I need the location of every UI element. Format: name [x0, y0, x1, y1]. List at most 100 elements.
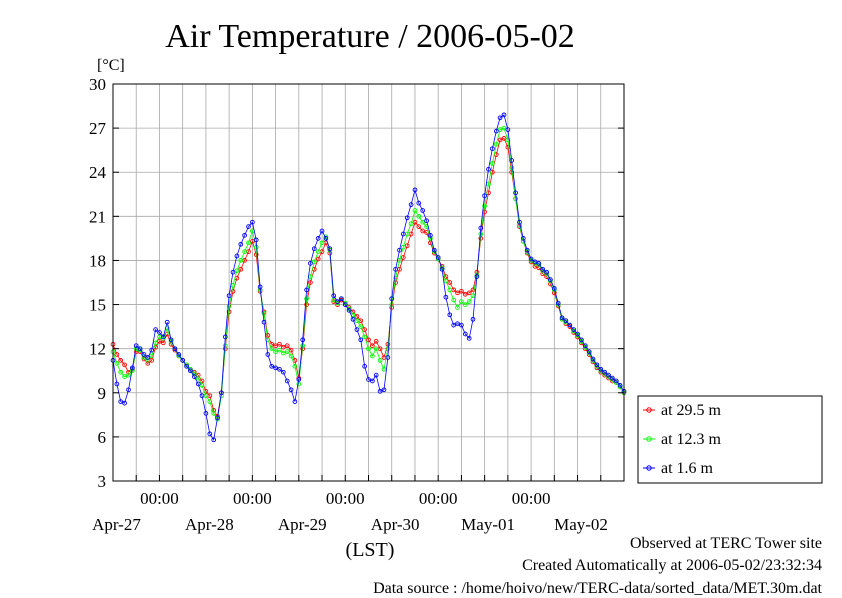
data-point — [273, 349, 278, 354]
data-point — [226, 293, 232, 299]
data-point — [122, 362, 127, 368]
data-point — [211, 411, 217, 416]
data-point — [273, 365, 278, 371]
data-point — [277, 347, 282, 353]
y-tick-label: 27 — [89, 119, 107, 138]
data-point — [222, 343, 228, 349]
data-point — [579, 337, 584, 343]
data-point — [420, 208, 426, 213]
data-point — [126, 369, 131, 375]
data-point — [261, 319, 267, 325]
data-point — [122, 400, 127, 406]
data-point — [416, 200, 422, 206]
data-point — [362, 334, 367, 340]
data-point — [470, 316, 476, 322]
data-point — [389, 296, 395, 302]
data-point — [439, 266, 445, 272]
data-point — [373, 346, 379, 352]
grid — [113, 84, 624, 481]
series-line — [112, 114, 625, 441]
data-point — [157, 338, 162, 344]
data-point — [280, 344, 286, 350]
data-point — [207, 431, 213, 437]
y-tick-label: 21 — [89, 207, 106, 226]
chart-title: Air Temperature / 2006-05-02 — [165, 18, 575, 55]
data-point — [513, 190, 518, 196]
y-tick-label: 12 — [89, 340, 106, 359]
data-point — [563, 318, 569, 324]
data-point — [296, 377, 302, 382]
data-point — [358, 324, 364, 329]
data-point — [199, 383, 205, 388]
data-point — [199, 393, 205, 399]
data-point — [497, 127, 503, 132]
legend-box — [637, 395, 823, 484]
data-point — [501, 112, 507, 118]
data-point — [215, 415, 220, 421]
data-point — [261, 311, 267, 316]
data-point — [540, 266, 546, 272]
data-point — [455, 305, 460, 310]
data-point — [114, 352, 120, 357]
data-point — [455, 290, 460, 296]
data-point — [350, 316, 356, 322]
data-point — [451, 322, 457, 328]
data-point — [544, 269, 549, 275]
data-point — [172, 346, 178, 352]
data-point — [126, 387, 131, 393]
data-point — [323, 236, 329, 241]
data-point — [168, 337, 174, 343]
data-point — [447, 280, 453, 285]
data-point — [486, 166, 491, 172]
data-point — [250, 219, 255, 225]
data-point — [497, 115, 503, 121]
data-point — [466, 299, 472, 304]
data-point — [404, 243, 410, 249]
data-point — [311, 259, 317, 265]
y-tick-label: 3 — [98, 472, 107, 491]
data-point — [373, 338, 379, 344]
legend-swatch-marker — [646, 436, 652, 442]
data-point — [366, 346, 371, 352]
data-point — [443, 274, 449, 279]
data-point — [315, 256, 321, 262]
x-tick-label: 00:00 — [326, 489, 365, 508]
data-point — [153, 327, 158, 332]
data-point — [160, 334, 166, 340]
data-point — [250, 238, 255, 244]
data-point — [137, 346, 143, 352]
data-point — [118, 358, 124, 363]
data-point — [435, 255, 441, 260]
legend-label: at 29.5 m — [661, 402, 722, 419]
data-point — [230, 269, 236, 275]
data-point — [319, 240, 325, 246]
data-point — [393, 275, 398, 281]
data-point — [308, 280, 313, 285]
data-point — [246, 224, 251, 229]
data-point — [335, 299, 340, 304]
data-point — [164, 319, 170, 325]
day-label: May-01 — [461, 515, 515, 534]
data-point — [482, 193, 487, 199]
data-point — [280, 369, 286, 375]
data-point — [493, 128, 499, 134]
data-point — [358, 337, 364, 343]
data-point — [242, 249, 247, 254]
data-point — [346, 308, 352, 313]
data-point — [400, 244, 406, 250]
series-layer — [110, 112, 627, 443]
data-point — [362, 363, 367, 369]
data-point — [257, 284, 263, 290]
data-point — [114, 361, 120, 366]
data-point — [505, 137, 511, 143]
data-point — [416, 224, 422, 229]
data-point — [397, 247, 402, 253]
data-point — [400, 255, 406, 260]
data-point — [277, 341, 282, 347]
data-point — [617, 383, 623, 388]
data-point — [300, 337, 306, 343]
legend-label: at 12.3 m — [661, 431, 722, 448]
data-point — [482, 203, 487, 209]
y-axis-label: [°C] — [97, 57, 125, 74]
data-point — [551, 286, 557, 291]
